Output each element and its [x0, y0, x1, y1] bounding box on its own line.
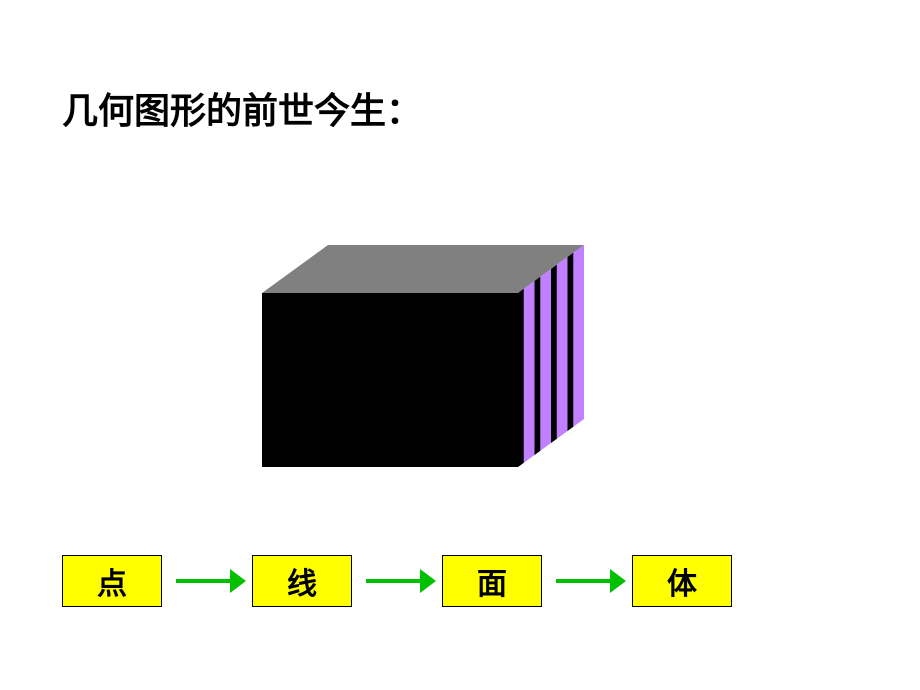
flow-box: 线	[252, 555, 352, 607]
slide-title: 几何图形的前世今生：	[62, 82, 422, 134]
cube-diagram	[262, 245, 584, 472]
slide: 几何图形的前世今生： 点 线 面 体	[0, 0, 920, 690]
cube-svg	[262, 245, 584, 467]
flow-arrow	[162, 555, 252, 607]
cube-side-stripe	[535, 277, 541, 455]
flow-row: 点线面体	[62, 555, 732, 607]
flow-box: 面	[442, 555, 542, 607]
cube-side-stripe	[568, 253, 574, 431]
cube-front-face	[262, 293, 518, 467]
flow-box: 体	[632, 555, 732, 607]
cube-side-stripe	[551, 265, 557, 443]
cube-side-stripe	[518, 289, 524, 467]
flow-arrow	[542, 555, 632, 607]
flow-box: 点	[62, 555, 162, 607]
flow-arrow	[352, 555, 442, 607]
